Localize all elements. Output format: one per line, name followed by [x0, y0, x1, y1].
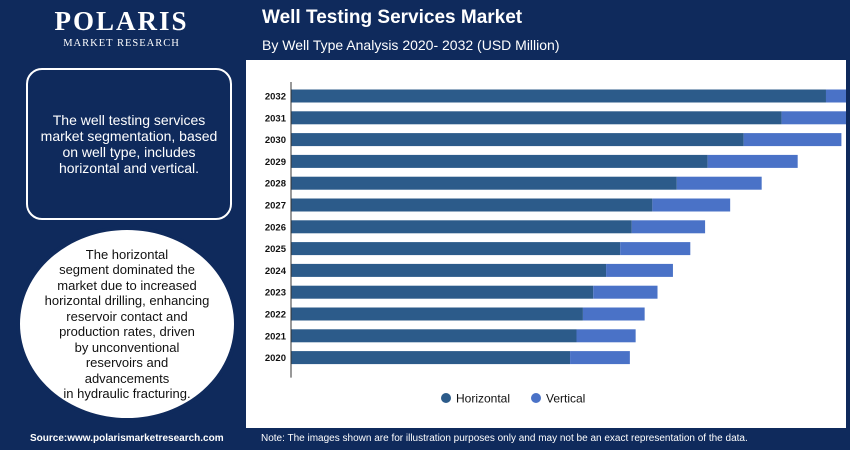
- bar-horizontal: [291, 242, 621, 256]
- y-tick-label: 2029: [265, 157, 286, 168]
- note-text: Note: The images shown are for illustrat…: [261, 433, 748, 444]
- bar-vertical: [620, 242, 691, 256]
- y-tick-label: 2021: [265, 331, 287, 342]
- bar-vertical: [743, 133, 842, 147]
- y-tick-label: 2020: [265, 353, 286, 364]
- chart-title: Well Testing Services Market: [262, 7, 523, 28]
- y-tick-label: 2027: [265, 201, 286, 212]
- bar-horizontal: [291, 329, 577, 343]
- info-box-text: The well testing services market segment…: [40, 112, 218, 176]
- source-text: Source:www.polarismarketresearch.com: [30, 433, 224, 444]
- y-tick-label: 2024: [265, 266, 287, 277]
- highlight-line: in hydraulic fracturing.: [63, 386, 191, 401]
- y-tick-label: 2022: [265, 310, 286, 321]
- chart-subtitle: By Well Type Analysis 2020- 2032 (USD Mi…: [262, 37, 560, 53]
- bar-horizontal: [291, 176, 677, 190]
- y-tick-label: 2028: [265, 179, 286, 190]
- y-tick-label: 2026: [265, 222, 286, 233]
- title-bar: [243, 0, 850, 60]
- y-tick-label: 2023: [265, 288, 286, 299]
- y-tick-label: 2031: [265, 113, 287, 124]
- bar-chart: 2032 2031 2030 2029 2028 2027 2026 2025 2024 2023…: [265, 82, 850, 406]
- bar-vertical: [652, 198, 731, 212]
- bar-vertical: [576, 329, 636, 343]
- bar-horizontal: [291, 198, 653, 212]
- bar-vertical: [582, 307, 645, 321]
- highlight-line: The horizontal: [85, 246, 169, 262]
- logo: POLARIS MARKET RESEARCH: [0, 6, 243, 49]
- highlight-text: The horizontal segment dominated the mar…: [44, 247, 210, 402]
- bar-horizontal: [291, 351, 571, 365]
- highlight-line: by unconventional: [74, 339, 180, 355]
- bar-horizontal: [291, 285, 594, 299]
- bar-vertical: [570, 351, 630, 365]
- legend-label: Horizontal: [456, 392, 510, 406]
- highlight-line: reservoirs and advancements: [84, 355, 170, 386]
- bar-vertical: [825, 89, 850, 103]
- bar-horizontal: [291, 111, 782, 125]
- bar-vertical: [781, 111, 850, 125]
- bar-vertical: [707, 154, 798, 168]
- highlight-line: segment dominated the: [59, 262, 195, 277]
- bar-horizontal: [291, 133, 744, 147]
- bar-horizontal: [291, 154, 708, 168]
- highlight-line: production rates, driven: [59, 324, 195, 339]
- bar-horizontal: [291, 307, 583, 321]
- bar-vertical: [606, 263, 673, 277]
- legend-marker: [531, 393, 541, 403]
- legend-label: Vertical: [546, 392, 585, 406]
- bar-vertical: [676, 176, 762, 190]
- y-tick-label: 2032: [265, 92, 286, 103]
- y-tick-label: 2025: [265, 244, 287, 255]
- bar-horizontal: [291, 220, 632, 234]
- logo-tagline: MARKET RESEARCH: [63, 38, 180, 49]
- highlight-line: reservoir contact and: [66, 308, 188, 324]
- bar-vertical: [631, 220, 706, 234]
- bar-horizontal: [291, 263, 607, 277]
- highlight-circle: The horizontal segment dominated the mar…: [16, 226, 238, 422]
- logo-name: POLARIS: [54, 6, 189, 36]
- info-box: The well testing services market segment…: [26, 68, 232, 220]
- bar-vertical: [593, 285, 658, 299]
- legend-marker: [441, 393, 451, 403]
- chart-area: 2032 2031 2030 2029 2028 2027 2026 2025 2024 2023…: [246, 60, 850, 428]
- bar-horizontal: [291, 89, 826, 103]
- highlight-line: market due to increased: [57, 277, 197, 293]
- highlight-line: horizontal drilling, enhancing: [44, 293, 210, 308]
- y-tick-label: 2030: [265, 135, 286, 146]
- footer: Source:www.polarismarketresearch.com Not…: [0, 428, 850, 450]
